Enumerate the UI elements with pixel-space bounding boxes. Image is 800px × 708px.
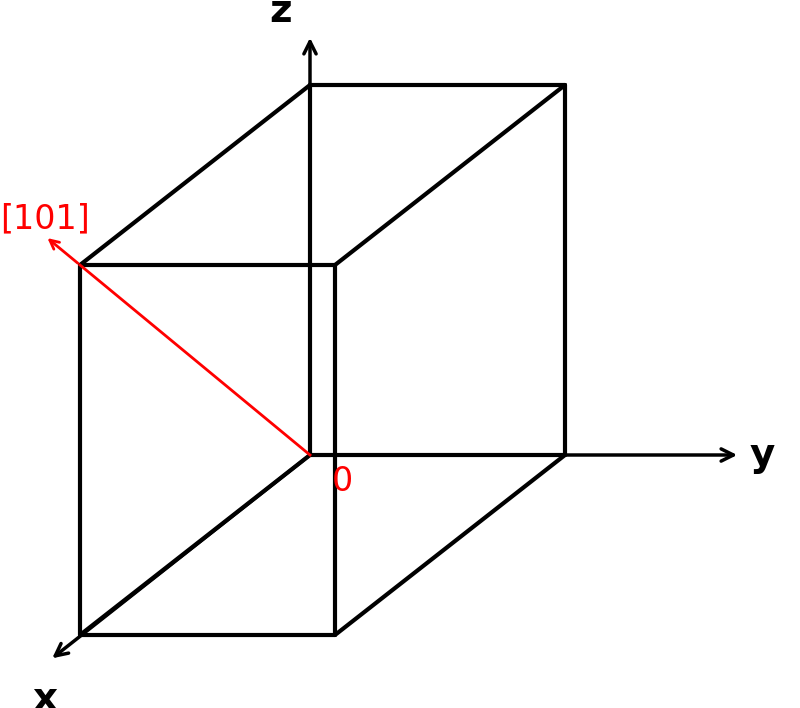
Text: x: x <box>33 680 58 708</box>
Text: y: y <box>750 436 775 474</box>
Text: 0: 0 <box>332 465 354 498</box>
Text: [101]: [101] <box>0 202 90 235</box>
Text: z: z <box>270 0 292 30</box>
